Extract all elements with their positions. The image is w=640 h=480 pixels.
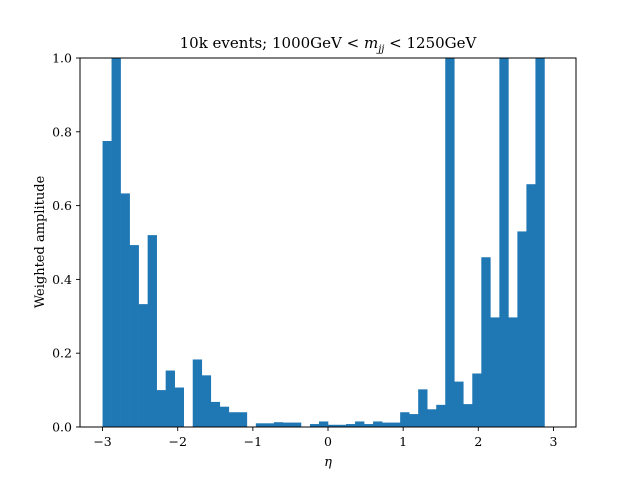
bars-group (102, 58, 545, 427)
y-tick-label: 0.0 (52, 420, 72, 435)
histogram-bar (346, 424, 356, 427)
y-axis-label: Weighted amplitude (33, 175, 48, 308)
histogram-bar (508, 317, 518, 427)
histogram-bar (111, 58, 121, 427)
histogram-bar (120, 193, 130, 427)
histogram-bar (436, 404, 446, 427)
x-tick-label: 1 (399, 434, 407, 449)
histogram-bar (273, 422, 284, 427)
histogram-bar (228, 412, 239, 427)
y-tick-label: 0.8 (52, 124, 72, 139)
histogram-bar (481, 257, 491, 427)
histogram-bar (400, 412, 410, 427)
histogram-bar (129, 245, 139, 427)
x-tick-label: −2 (168, 434, 186, 449)
histogram-bar (337, 424, 347, 427)
histogram-bar (382, 422, 392, 427)
x-tick-label: −1 (244, 434, 262, 449)
histogram-bar (409, 414, 419, 427)
x-tick-label: 0 (324, 434, 332, 449)
title-prefix: 10k events; 1000GeV < (180, 34, 364, 52)
histogram-bar (472, 373, 482, 427)
histogram-bar (499, 58, 509, 427)
histogram-bar (373, 421, 383, 427)
histogram-bar (156, 390, 166, 427)
y-tick-label: 0.4 (52, 272, 72, 287)
histogram-bar (174, 387, 185, 427)
histogram-bar (355, 421, 365, 427)
histogram-bar (427, 409, 437, 427)
histogram-bar (201, 375, 212, 427)
histogram-bar (291, 422, 302, 427)
histogram-bar (526, 184, 536, 427)
histogram-bar (102, 141, 112, 427)
histogram-bar (535, 58, 545, 427)
histogram-bar (282, 422, 293, 427)
title-var-main: m (364, 34, 378, 52)
histogram-bar (364, 424, 374, 427)
histogram-bar (418, 389, 428, 427)
y-ticks: 0.0 0.2 0.4 0.6 0.8 1.0 (52, 51, 80, 435)
y-tick-label: 0.6 (52, 198, 72, 213)
title-suffix: < 1250GeV (384, 34, 477, 52)
histogram-bar (237, 412, 248, 427)
histogram-bar (445, 58, 455, 427)
x-axis-label: η (324, 455, 332, 470)
title-var-sub: jj (376, 44, 384, 55)
histogram-bar (192, 359, 203, 427)
x-tick-label: 2 (474, 434, 482, 449)
x-ticks: −3 −2 −1 0 1 2 3 (93, 427, 557, 449)
histogram-bar (138, 304, 148, 427)
x-tick-label: 3 (549, 434, 557, 449)
histogram-bar (264, 423, 275, 427)
chart-title: 10k events; 1000GeV < mjj < 1250GeV (180, 34, 478, 55)
histogram-bar (309, 424, 320, 427)
histogram-bar (219, 406, 230, 427)
y-tick-label: 1.0 (52, 51, 72, 66)
y-tick-label: 0.2 (52, 346, 72, 361)
histogram-bar (147, 235, 157, 427)
histogram-bar (165, 370, 175, 427)
histogram-bar (318, 421, 329, 427)
histogram-bar (210, 401, 221, 427)
histogram-bar (391, 422, 401, 427)
histogram-bar (255, 423, 266, 427)
histogram-bar (517, 231, 527, 427)
x-tick-label: −3 (93, 434, 111, 449)
histogram-bar (454, 381, 464, 427)
histogram-bar (490, 317, 500, 427)
histogram-bar (328, 424, 338, 427)
histogram-bar (463, 404, 473, 427)
